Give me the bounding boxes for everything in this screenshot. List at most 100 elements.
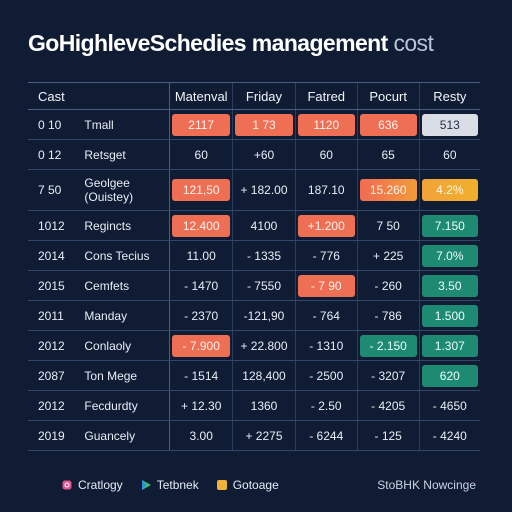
table-cell[interactable]: + 12.30 — [169, 390, 233, 421]
table-cell[interactable]: +60 — [232, 139, 296, 170]
row-code: 2019 — [28, 420, 81, 451]
table-cell[interactable]: - 2370 — [169, 300, 233, 331]
row-item: Regincts — [80, 210, 170, 241]
table-cell[interactable]: + 2275 — [232, 420, 296, 451]
table-row[interactable]: 2015 Cemfets - 1470 - 7550 - 7 90 - 260 3.50 — [28, 270, 480, 301]
table-cell[interactable]: - 6244 — [294, 420, 358, 451]
cell-value: - 1335 — [246, 248, 281, 263]
table-cell[interactable]: 11.00 — [169, 240, 233, 271]
table-cell[interactable]: 2117 — [169, 109, 233, 140]
footer-item-gotoage[interactable]: Gotoage — [216, 478, 279, 492]
table-cell[interactable]: 187.10 — [294, 169, 358, 211]
table-cell[interactable]: - 3207 — [356, 360, 420, 391]
cell-value: 1120 — [297, 113, 355, 136]
table-cell[interactable]: - 4650 — [418, 390, 480, 421]
table-cell[interactable]: + 182.00 — [232, 169, 296, 211]
table-cell[interactable]: - 776 — [294, 240, 358, 271]
table-cell[interactable]: - 786 — [356, 300, 420, 331]
table-cell[interactable]: - 1514 — [169, 360, 233, 391]
table-cell[interactable]: - 2500 — [294, 360, 358, 391]
row-code: 2015 — [28, 270, 81, 301]
cell-value: 187.10 — [307, 183, 345, 197]
table-cell[interactable]: 513 — [418, 109, 480, 140]
table-cell[interactable]: 60 — [294, 139, 358, 170]
table-cell[interactable]: 7.150 — [418, 210, 480, 241]
table-cell[interactable]: 60 — [169, 139, 233, 170]
table-cell[interactable]: - 2.150 — [356, 330, 420, 361]
header-friday[interactable]: Friday — [232, 82, 296, 110]
cell-value: - 7550 — [246, 278, 281, 293]
cell-value: 1.307 — [421, 334, 478, 357]
footer-item-cratlogy[interactable]: Cratlogy — [62, 478, 123, 492]
table-cell[interactable]: 4100 — [232, 210, 296, 241]
header-matenval[interactable]: Matenval — [169, 82, 233, 110]
header-cast[interactable]: Cast — [28, 82, 170, 110]
table-cell[interactable]: - 7.900 — [169, 330, 233, 361]
table-row[interactable]: 1012 Regincts 12.400 4100 +1.200 7 50 7.150 — [28, 210, 480, 241]
table-row[interactable]: 2087 Ton Mege - 1514 128,400 - 2500 - 3207 620 — [28, 360, 480, 391]
table-cell[interactable]: - 1335 — [232, 240, 296, 271]
table-cell[interactable]: - 7 90 — [294, 270, 358, 301]
table-row[interactable]: 2012 Fecdurdty + 12.30 1360 - 2.50 - 4205 - 46… — [28, 390, 480, 421]
table-cell[interactable]: - 125 — [356, 420, 420, 451]
cell-value: - 7 90 — [297, 274, 355, 297]
table-cell[interactable]: 60 — [418, 139, 480, 170]
table-cell[interactable]: + 225 — [356, 240, 420, 271]
table-cell[interactable]: 7.0% — [418, 240, 480, 271]
table-cell[interactable]: 128,400 — [232, 360, 296, 391]
table-row[interactable]: 7 50 Geolgee (Ouistey) 121,50 + 182.00 187.1… — [28, 169, 480, 211]
row-code: 0 10 — [28, 109, 81, 140]
cell-value: 1360 — [250, 398, 278, 413]
cell-value: 636 — [359, 113, 417, 136]
table-cell[interactable]: - 260 — [356, 270, 420, 301]
header-fatred[interactable]: Fatred — [294, 82, 358, 110]
table-cell[interactable]: 1.500 — [418, 300, 480, 331]
table-cell[interactable]: +1.200 — [294, 210, 358, 241]
table-row[interactable]: 2019 Guancely 3.00 + 2275 - 6244 - 125 - 4240 — [28, 420, 480, 451]
footer-label: Gotoage — [232, 478, 279, 492]
table-cell[interactable]: 636 — [356, 109, 420, 140]
table-cell[interactable]: 1360 — [232, 390, 296, 421]
table-cell[interactable]: 1120 — [294, 109, 358, 140]
table-cell[interactable]: 7 50 — [356, 210, 420, 241]
table-cell[interactable]: - 2.50 — [294, 390, 358, 421]
table-cell[interactable]: 12.400 — [169, 210, 233, 241]
table-cell[interactable]: 3.00 — [169, 420, 233, 451]
table-row[interactable]: 2012 Conlaoly - 7.900 + 22.800 - 1310 - 2.150… — [28, 330, 480, 361]
table-cell[interactable]: - 7550 — [232, 270, 296, 301]
cell-value: - 125 — [374, 428, 402, 443]
footer-label: Cratlogy — [78, 478, 123, 492]
cell-value: - 1310 — [309, 338, 344, 353]
row-code: 2012 — [28, 390, 81, 421]
table-cell[interactable]: 121,50 — [169, 169, 233, 211]
cell-value: - 260 — [374, 278, 402, 293]
cell-value: +1.200 — [297, 214, 355, 237]
table-cell[interactable]: 620 — [418, 360, 480, 391]
table-row[interactable]: 2011 Manday - 2370 -121,90 - 764 - 786 1.500 — [28, 300, 480, 331]
table-cell[interactable]: 3.50 — [418, 270, 480, 301]
table-cell[interactable]: 4.2% — [418, 169, 480, 211]
cell-value: 12.400 — [172, 214, 231, 237]
cell-value: - 764 — [312, 308, 340, 323]
table-row[interactable]: 0 10 Tmall 2117 1 73 1120 636 513 — [28, 109, 480, 140]
header-resty[interactable]: Resty — [418, 82, 480, 110]
row-code: 1012 — [28, 210, 81, 241]
table-cell[interactable]: 65 — [356, 139, 420, 170]
table-cell[interactable]: 1.307 — [418, 330, 480, 361]
table-cell[interactable]: -121,90 — [232, 300, 296, 331]
table-cell[interactable]: - 1470 — [169, 270, 233, 301]
footer-item-tetbnek[interactable]: Tetbnek — [141, 478, 199, 492]
table-cell[interactable]: 15.260 — [356, 169, 420, 211]
header-pocurt[interactable]: Pocurt — [356, 82, 420, 110]
cell-value: + 12.30 — [181, 398, 222, 413]
row-item: Cons Tecius — [80, 240, 170, 271]
table-cell[interactable]: 1 73 — [232, 109, 296, 140]
square-icon — [216, 480, 227, 490]
table-row[interactable]: 2014 Cons Tecius 11.00 - 1335 - 776 + 225 7.0% — [28, 240, 480, 271]
table-cell[interactable]: - 4240 — [418, 420, 480, 451]
table-cell[interactable]: + 22.800 — [232, 330, 296, 361]
table-cell[interactable]: - 764 — [294, 300, 358, 331]
table-cell[interactable]: - 4205 — [356, 390, 420, 421]
table-row[interactable]: 0 12 Retsget 60 +60 60 65 60 — [28, 139, 480, 170]
table-cell[interactable]: - 1310 — [294, 330, 358, 361]
